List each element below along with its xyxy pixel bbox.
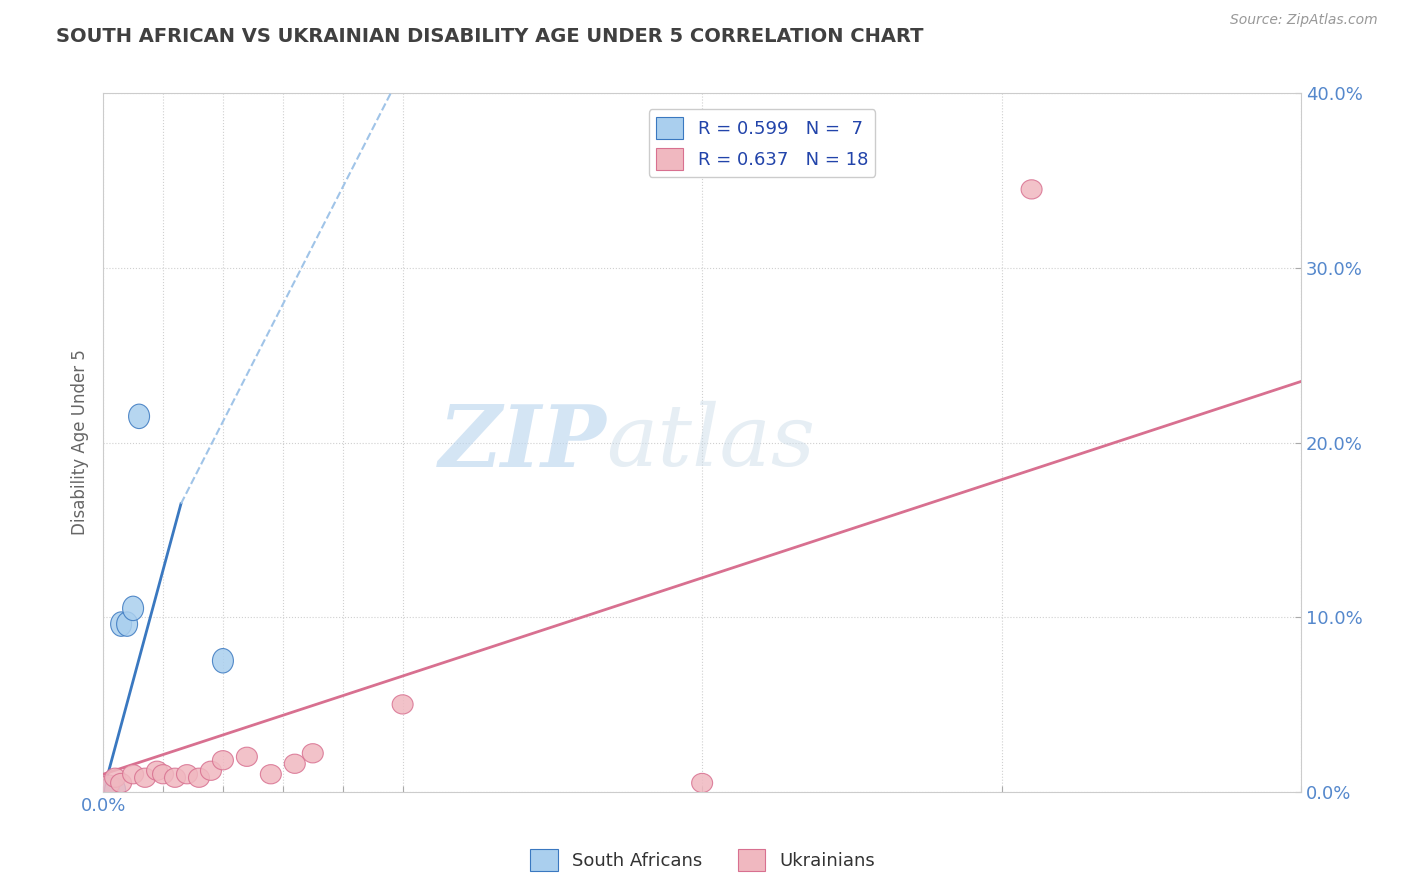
Text: SOUTH AFRICAN VS UKRAINIAN DISABILITY AGE UNDER 5 CORRELATION CHART: SOUTH AFRICAN VS UKRAINIAN DISABILITY AG… [56,27,924,45]
Ellipse shape [111,612,132,636]
Ellipse shape [135,768,156,788]
Ellipse shape [122,764,143,784]
Ellipse shape [201,761,221,780]
Ellipse shape [122,596,143,621]
Ellipse shape [212,751,233,770]
Text: Source: ZipAtlas.com: Source: ZipAtlas.com [1230,13,1378,28]
Ellipse shape [260,764,281,784]
Ellipse shape [284,754,305,773]
Ellipse shape [212,648,233,673]
Ellipse shape [146,761,167,780]
Ellipse shape [165,768,186,788]
Ellipse shape [117,612,138,636]
Ellipse shape [104,778,125,802]
Ellipse shape [1021,180,1042,199]
Ellipse shape [392,695,413,714]
Legend: R = 0.599   N =  7, R = 0.637   N = 18: R = 0.599 N = 7, R = 0.637 N = 18 [648,110,875,177]
Legend: South Africans, Ukrainians: South Africans, Ukrainians [523,842,883,879]
Ellipse shape [177,764,197,784]
Ellipse shape [104,768,125,788]
Ellipse shape [302,744,323,763]
Ellipse shape [98,775,120,794]
Ellipse shape [152,764,173,784]
Text: atlas: atlas [606,401,815,483]
Ellipse shape [188,768,209,788]
Ellipse shape [692,773,713,793]
Ellipse shape [236,747,257,766]
Ellipse shape [111,773,132,793]
Text: ZIP: ZIP [439,401,606,484]
Y-axis label: Disability Age Under 5: Disability Age Under 5 [72,350,89,535]
Ellipse shape [128,404,149,428]
Ellipse shape [98,778,120,802]
